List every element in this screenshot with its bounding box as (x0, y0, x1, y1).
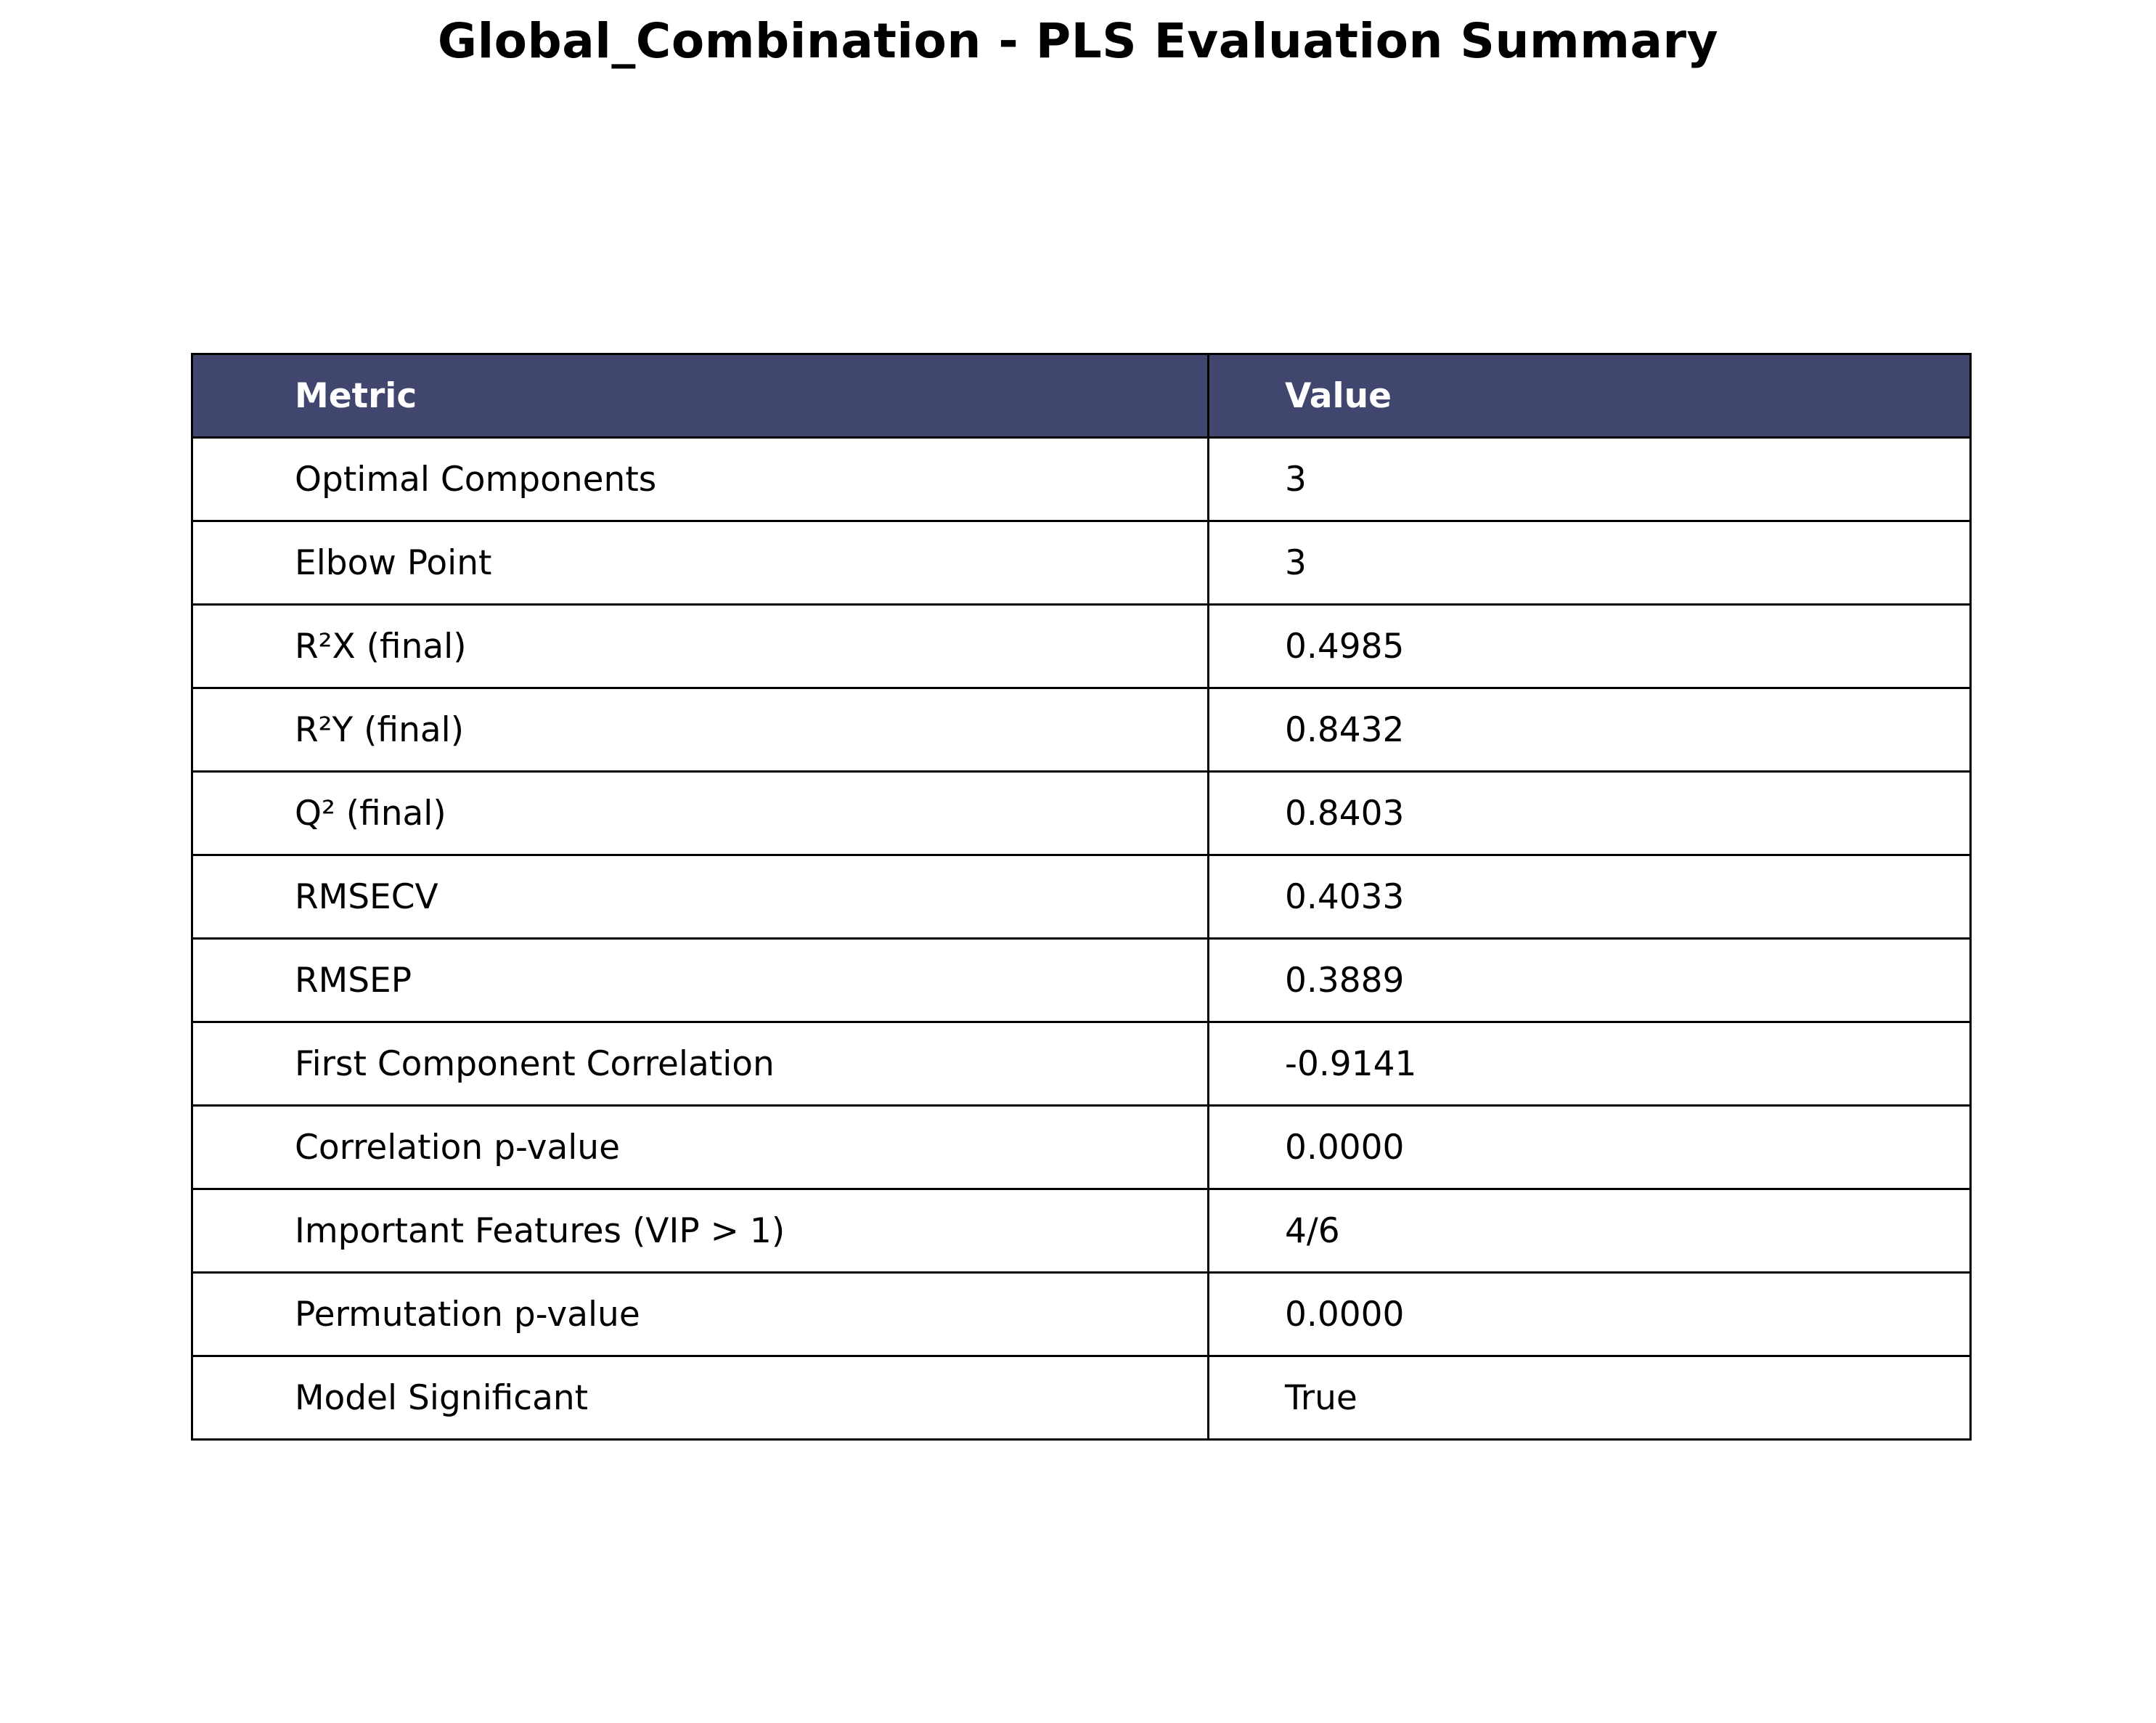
metric-cell: RMSECV (191, 854, 1209, 940)
metric-cell: Permutation p-value (191, 1271, 1209, 1357)
value-cell: 0.0000 (1207, 1104, 1972, 1190)
table-row: Correlation p-value 0.0000 (191, 1104, 1972, 1190)
header-value: Value (1207, 353, 1972, 439)
value-cell: True (1207, 1355, 1972, 1441)
value-cell: 0.4033 (1207, 854, 1972, 940)
table-row: Permutation p-value 0.0000 (191, 1271, 1972, 1357)
value-cell: -0.9141 (1207, 1021, 1972, 1107)
value-cell: 3 (1207, 520, 1972, 606)
metric-cell: Model Significant (191, 1355, 1209, 1441)
table-row: Model Significant True (191, 1355, 1972, 1441)
value-cell: 0.8403 (1207, 770, 1972, 856)
metric-cell: R²X (final) (191, 603, 1209, 689)
evaluation-summary-table: Metric Value Optimal Components 3 Elbow Po… (191, 353, 1972, 1441)
table-row: Important Features (VIP > 1) 4/6 (191, 1188, 1972, 1274)
table-body: Optimal Components 3 Elbow Point 3 R²X (fina… (191, 436, 1972, 1441)
table-row: First Component Correlation -0.9141 (191, 1021, 1972, 1107)
chart-title: Global_Combination - PLS Evaluation Summ… (437, 13, 1719, 69)
table-row: Optimal Components 3 (191, 436, 1972, 522)
value-cell: 0.8432 (1207, 687, 1972, 773)
evaluation-table-container: Metric Value Optimal Components 3 Elbow Po… (191, 353, 1972, 1441)
table-row: RMSEP 0.3889 (191, 937, 1972, 1023)
value-cell: 0.4985 (1207, 603, 1972, 689)
table-row: Q² (final) 0.8403 (191, 770, 1972, 856)
value-cell: 0.0000 (1207, 1271, 1972, 1357)
metric-cell: Elbow Point (191, 520, 1209, 606)
metric-cell: Correlation p-value (191, 1104, 1209, 1190)
table-row: RMSECV 0.4033 (191, 854, 1972, 940)
metric-cell: RMSEP (191, 937, 1209, 1023)
metric-cell: First Component Correlation (191, 1021, 1209, 1107)
metric-cell: Q² (final) (191, 770, 1209, 856)
value-cell: 3 (1207, 436, 1972, 522)
metric-cell: R²Y (final) (191, 687, 1209, 773)
table-row: R²X (final) 0.4985 (191, 603, 1972, 689)
value-cell: 0.3889 (1207, 937, 1972, 1023)
value-cell: 4/6 (1207, 1188, 1972, 1274)
metric-cell: Important Features (VIP > 1) (191, 1188, 1209, 1274)
header-metric: Metric (191, 353, 1209, 439)
table-row: Elbow Point 3 (191, 520, 1972, 606)
table-row: R²Y (final) 0.8432 (191, 687, 1972, 773)
table-header-row: Metric Value (191, 353, 1972, 439)
metric-cell: Optimal Components (191, 436, 1209, 522)
